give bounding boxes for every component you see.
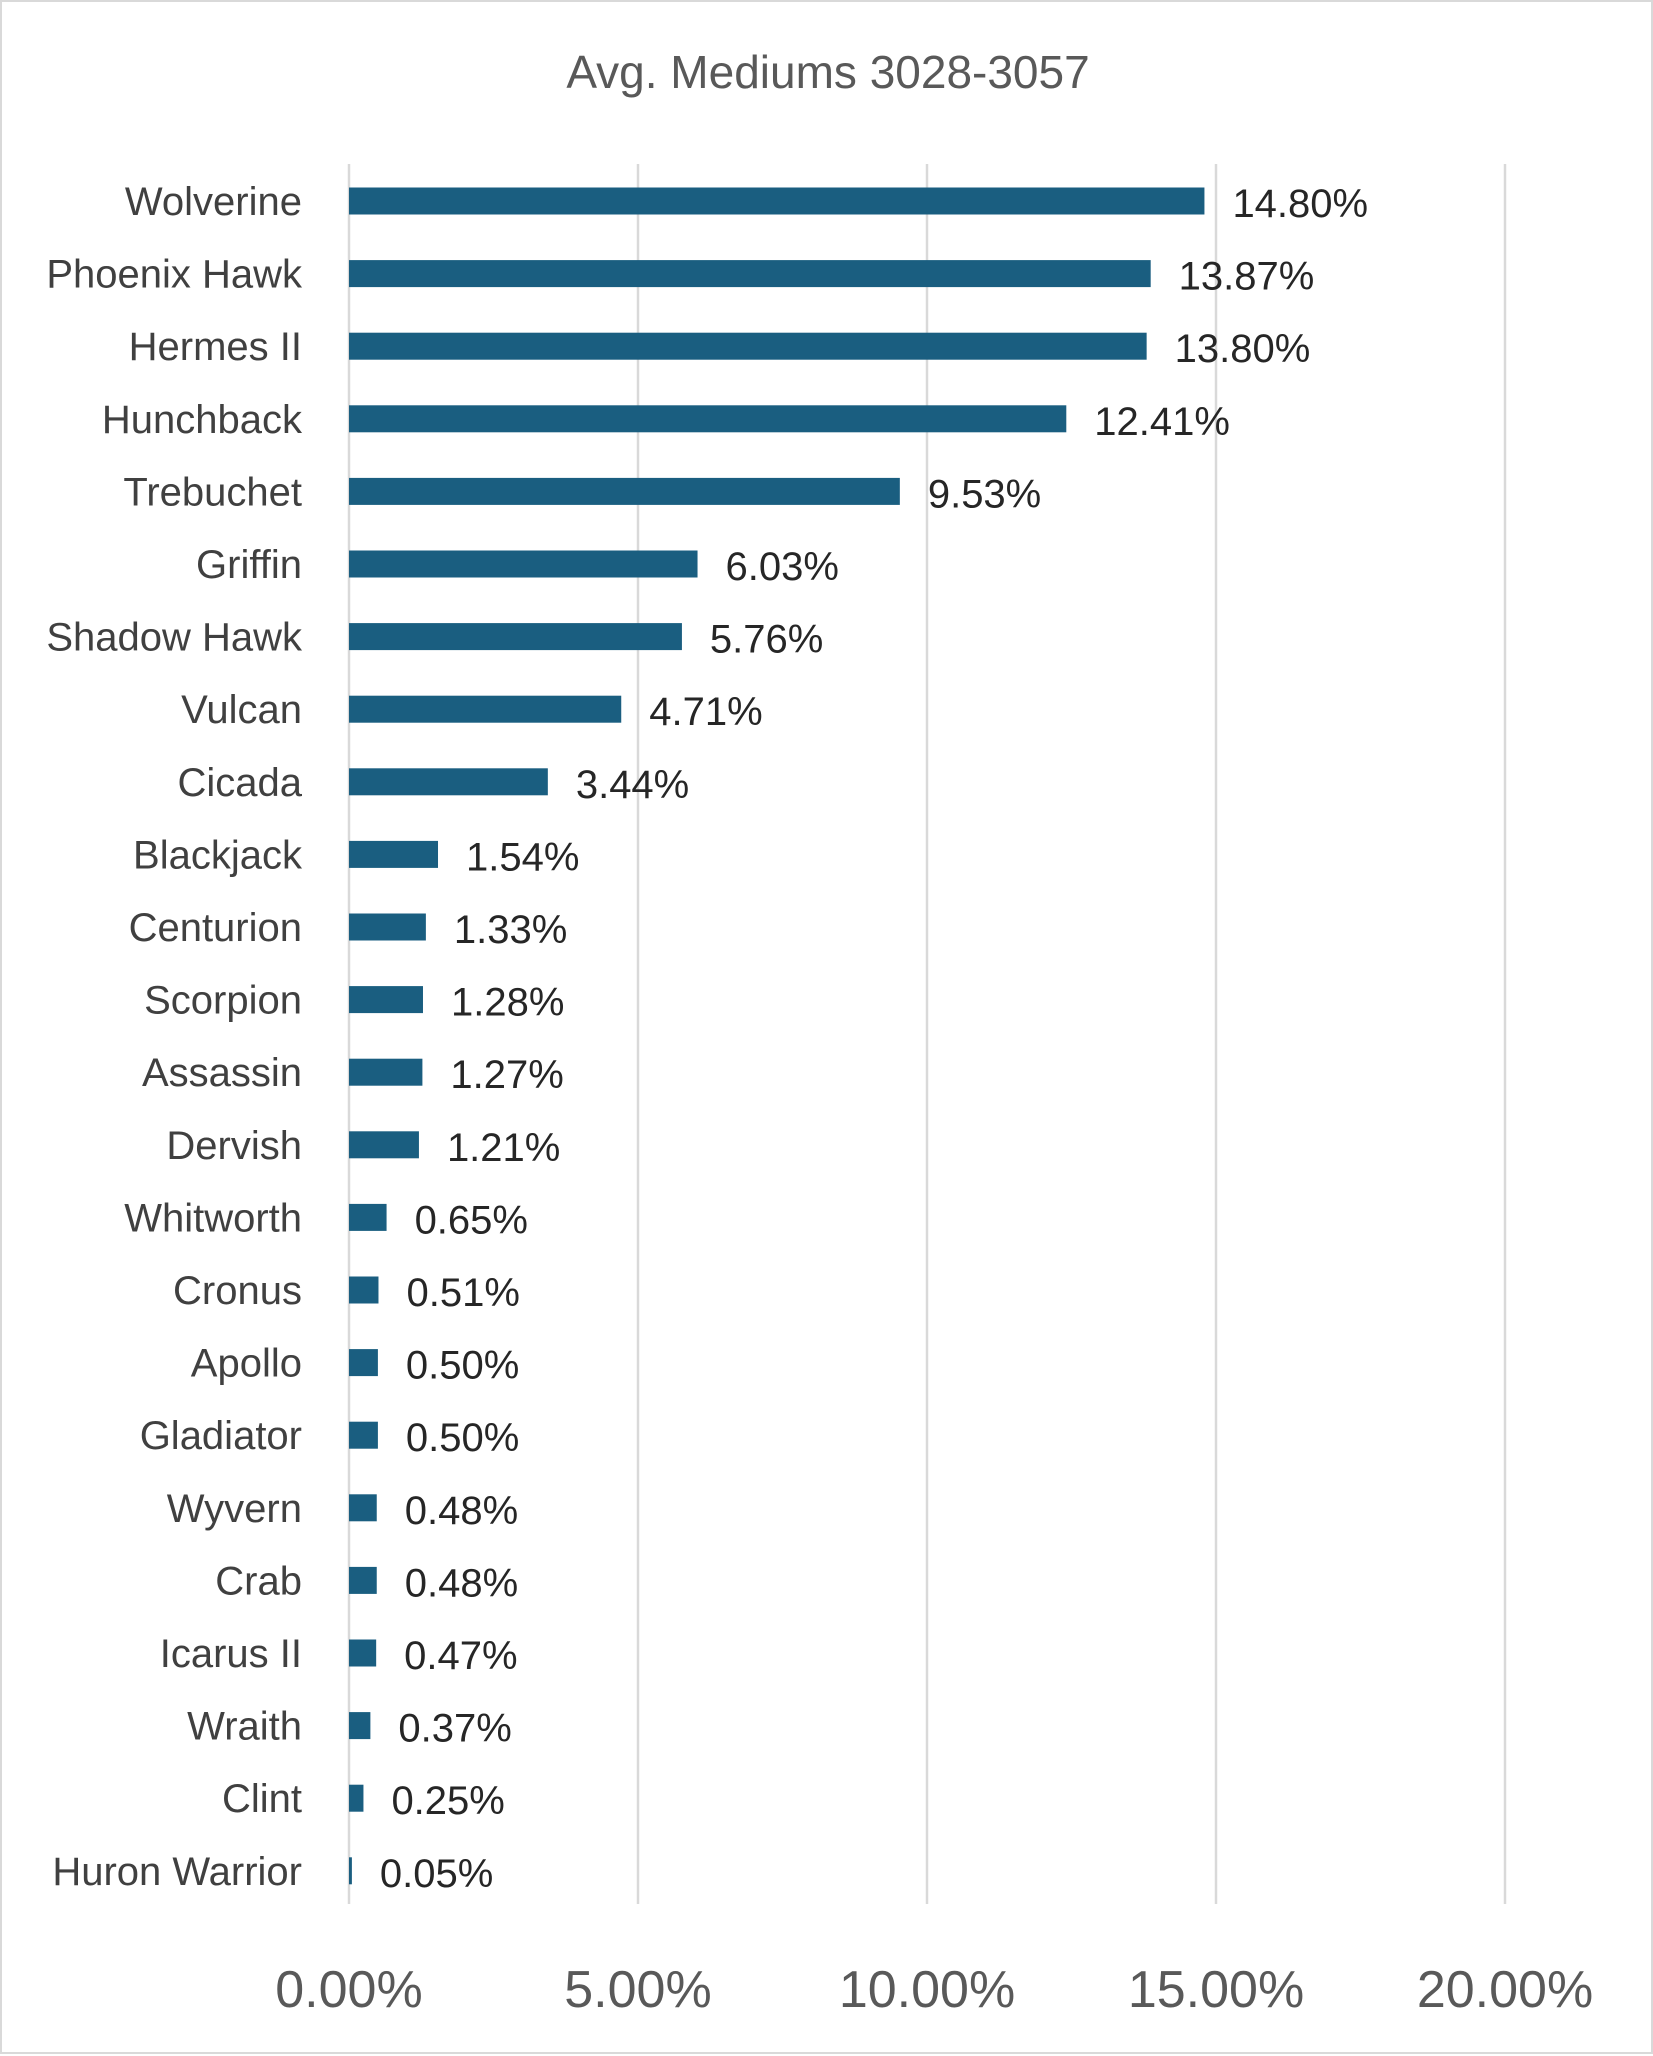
category-label: Trebuchet — [123, 470, 302, 514]
bar — [349, 840, 439, 868]
data-label: 1.33% — [454, 908, 567, 952]
category-label: Clint — [222, 1777, 302, 1821]
data-label: 9.53% — [928, 472, 1041, 516]
gridlines — [347, 164, 1507, 1904]
category-label: Wolverine — [125, 180, 302, 224]
bar — [349, 913, 426, 941]
bar — [349, 1421, 378, 1449]
bar — [349, 477, 900, 505]
bar — [349, 1349, 378, 1377]
x-tick-label: 10.00% — [839, 1961, 1015, 2019]
data-label: 0.50% — [406, 1344, 519, 1388]
data-label: 6.03% — [726, 545, 839, 589]
bar — [349, 1058, 423, 1086]
bar — [349, 1276, 379, 1304]
data-label: 1.21% — [447, 1126, 560, 1170]
category-label: Blackjack — [133, 833, 303, 877]
category-label: Phoenix Hawk — [46, 253, 303, 297]
bar — [349, 1566, 377, 1594]
data-label: 13.87% — [1179, 255, 1315, 299]
data-label: 0.48% — [405, 1561, 518, 1605]
data-label: 0.05% — [380, 1852, 493, 1896]
x-tick-label: 0.00% — [275, 1961, 422, 2019]
bar — [349, 1857, 352, 1885]
data-label: 0.25% — [391, 1779, 504, 1823]
category-label: Vulcan — [181, 688, 302, 732]
category-label: Griffin — [196, 543, 302, 587]
data-label: 0.47% — [404, 1634, 517, 1678]
x-tick-label: 15.00% — [1128, 1961, 1304, 2019]
bar — [349, 332, 1147, 360]
chart-title: Avg. Mediums 3028-3057 — [566, 46, 1089, 98]
category-label: Gladiator — [140, 1414, 302, 1458]
data-label: 14.80% — [1232, 182, 1368, 226]
bar — [349, 405, 1067, 433]
category-label: Wyvern — [167, 1487, 302, 1531]
x-tick-labels: 0.00% 5.00% 10.00% 15.00% 20.00% — [275, 1961, 1593, 2019]
category-label: Wraith — [187, 1705, 302, 1749]
bar — [349, 1494, 377, 1522]
bar — [349, 1639, 377, 1667]
bar — [349, 1712, 371, 1740]
bar — [349, 695, 622, 723]
data-label: 0.65% — [415, 1198, 528, 1242]
bar — [349, 623, 682, 651]
category-label: Shadow Hawk — [46, 616, 303, 660]
bar — [349, 1784, 364, 1812]
x-tick-label: 5.00% — [564, 1961, 711, 2019]
data-label: 1.28% — [451, 981, 564, 1025]
bar — [349, 986, 423, 1014]
data-label: 1.54% — [466, 835, 579, 879]
data-label: 12.41% — [1094, 400, 1230, 444]
bar — [349, 1203, 387, 1231]
data-label: 3.44% — [576, 763, 689, 807]
category-labels: Wolverine Phoenix Hawk Hermes II Hunchback T… — [46, 180, 303, 1894]
data-label: 13.80% — [1175, 327, 1311, 371]
data-label: 0.37% — [398, 1707, 511, 1751]
category-label: Scorpion — [144, 979, 302, 1023]
category-label: Icarus II — [160, 1632, 302, 1676]
category-label: Centurion — [129, 906, 302, 950]
category-label: Whitworth — [124, 1196, 302, 1240]
category-label: Apollo — [191, 1342, 302, 1386]
data-label: 1.27% — [450, 1053, 563, 1097]
category-label: Cicada — [177, 761, 302, 805]
data-label: 5.76% — [710, 618, 823, 662]
data-label: 0.48% — [405, 1489, 518, 1533]
bar — [349, 1131, 419, 1159]
category-label: Hunchback — [102, 398, 303, 442]
category-label: Dervish — [166, 1124, 302, 1168]
bar — [349, 260, 1151, 288]
category-label: Cronus — [173, 1269, 302, 1313]
x-tick-label: 20.00% — [1417, 1961, 1593, 2019]
data-label: 0.51% — [406, 1271, 519, 1315]
bar — [349, 550, 698, 578]
data-labels: 14.80% 13.87% 13.80% 12.41% 9.53% 6.03% 5.76% 4… — [380, 182, 1368, 1896]
category-label: Assassin — [142, 1051, 302, 1095]
bars — [349, 187, 1205, 1885]
bar — [349, 768, 548, 796]
category-label: Hermes II — [129, 325, 302, 369]
category-label: Crab — [215, 1559, 302, 1603]
data-label: 0.50% — [406, 1416, 519, 1460]
data-label: 4.71% — [649, 690, 762, 734]
category-label: Huron Warrior — [52, 1850, 302, 1894]
bar — [349, 187, 1205, 215]
